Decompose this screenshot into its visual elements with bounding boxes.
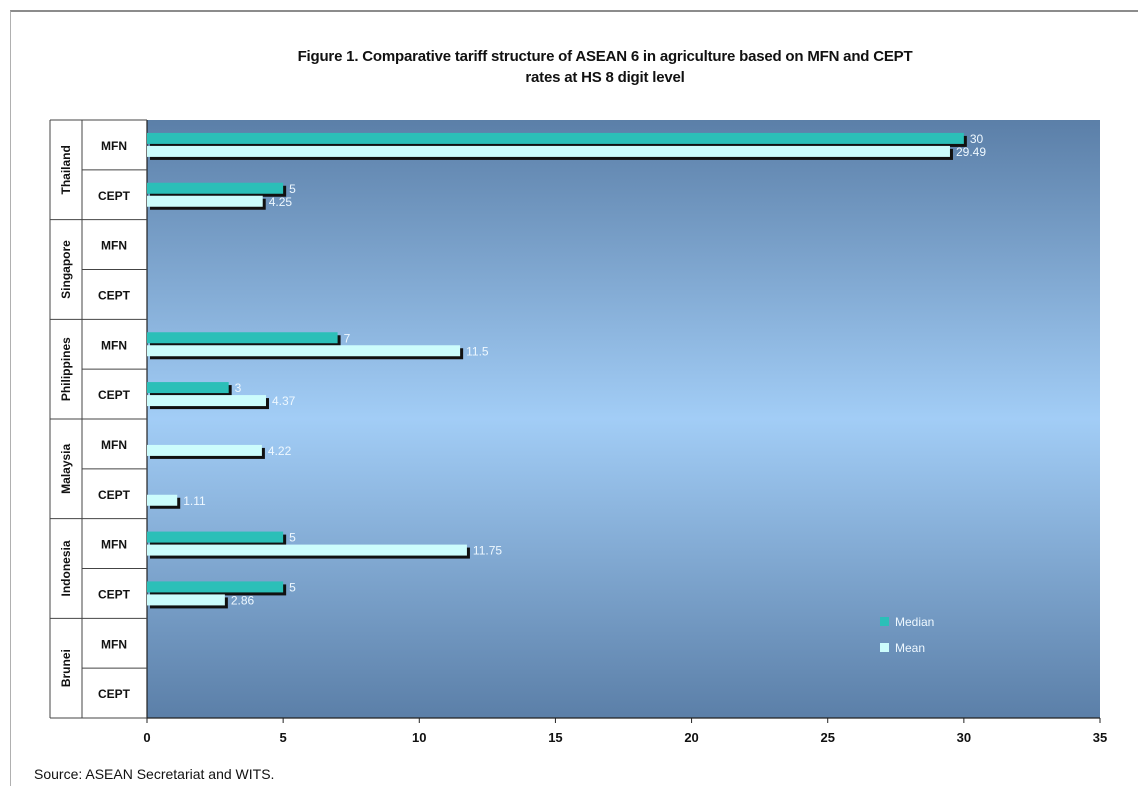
rate-label-thailand-cept: CEPT [98, 189, 131, 203]
bar-mean-philippines-mfn [147, 345, 460, 356]
rate-label-malaysia-cept: CEPT [98, 488, 131, 502]
rate-label-brunei-cept: CEPT [98, 687, 131, 701]
group-label-indonesia: Indonesia [59, 540, 73, 596]
bar-median-thailand-cept [147, 183, 283, 194]
legend-swatch-mean [880, 643, 889, 652]
bar-median-indonesia-cept [147, 581, 283, 592]
data-label-mean-philippines-cept: 4.37 [272, 394, 296, 408]
x-tick-label-35: 35 [1093, 730, 1107, 745]
bar-mean-indonesia-cept [147, 594, 225, 605]
group-label-brunei: Brunei [59, 649, 73, 687]
data-label-median-indonesia-mfn: 5 [289, 531, 296, 545]
bar-median-thailand-mfn [147, 133, 964, 144]
group-label-thailand: Thailand [59, 145, 73, 194]
x-tick-label-20: 20 [684, 730, 698, 745]
x-tick-label-5: 5 [280, 730, 287, 745]
bar-median-philippines-mfn [147, 332, 338, 343]
rate-label-philippines-cept: CEPT [98, 388, 131, 402]
rate-label-thailand-mfn: MFN [101, 139, 127, 153]
data-label-mean-indonesia-cept: 2.86 [231, 593, 255, 607]
rate-label-philippines-mfn: MFN [101, 338, 127, 352]
source-note: Source: ASEAN Secretariat and WITS. [34, 766, 274, 782]
legend-label-median: Median [895, 615, 934, 629]
group-label-malaysia: Malaysia [59, 443, 73, 493]
data-label-mean-indonesia-mfn: 11.75 [473, 544, 502, 558]
x-tick-label-30: 30 [957, 730, 971, 745]
data-label-median-philippines-cept: 3 [235, 381, 242, 395]
bar-mean-philippines-cept [147, 395, 266, 406]
data-label-median-thailand-mfn: 30 [970, 132, 984, 146]
rate-label-singapore-mfn: MFN [101, 239, 127, 253]
data-label-median-thailand-cept: 5 [289, 182, 296, 196]
bar-mean-thailand-cept [147, 196, 263, 207]
data-label-mean-thailand-mfn: 29.49 [956, 145, 986, 159]
bar-mean-malaysia-cept [147, 495, 177, 506]
x-tick-label-25: 25 [820, 730, 834, 745]
data-label-median-indonesia-cept: 5 [289, 580, 296, 594]
x-tick-label-10: 10 [412, 730, 426, 745]
x-tick-label-15: 15 [548, 730, 562, 745]
plot-area [147, 120, 1100, 718]
data-label-median-philippines-mfn: 7 [344, 331, 351, 345]
bar-mean-thailand-mfn [147, 146, 950, 157]
rate-label-malaysia-mfn: MFN [101, 438, 127, 452]
bar-median-indonesia-mfn [147, 532, 283, 543]
data-label-mean-philippines-mfn: 11.5 [466, 344, 489, 358]
group-label-philippines: Philippines [59, 337, 73, 401]
bar-mean-indonesia-mfn [147, 545, 467, 556]
rate-label-singapore-cept: CEPT [98, 288, 131, 302]
rate-label-indonesia-cept: CEPT [98, 587, 131, 601]
data-label-mean-thailand-cept: 4.25 [269, 195, 293, 209]
legend-swatch-median [880, 617, 889, 626]
bar-mean-malaysia-mfn [147, 445, 262, 456]
rate-label-indonesia-mfn: MFN [101, 538, 127, 552]
legend-label-mean: Mean [895, 641, 925, 655]
data-label-mean-malaysia-cept: 1.11 [183, 494, 206, 508]
x-tick-label-0: 0 [143, 730, 150, 745]
bar-median-philippines-cept [147, 382, 229, 393]
group-label-singapore: Singapore [59, 240, 73, 299]
data-label-mean-malaysia-mfn: 4.22 [268, 444, 292, 458]
rate-label-brunei-mfn: MFN [101, 637, 127, 651]
